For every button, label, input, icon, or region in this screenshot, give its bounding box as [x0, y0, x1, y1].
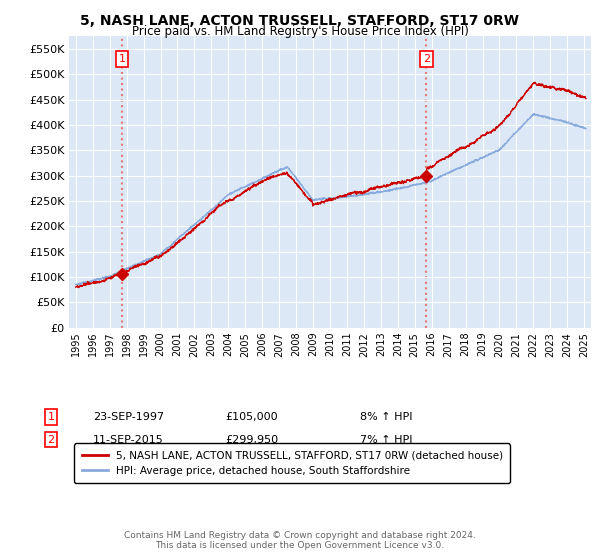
Text: Contains HM Land Registry data © Crown copyright and database right 2024.
This d: Contains HM Land Registry data © Crown c… — [124, 530, 476, 550]
Text: 2: 2 — [47, 435, 55, 445]
Text: 11-SEP-2015: 11-SEP-2015 — [93, 435, 164, 445]
Text: 5, NASH LANE, ACTON TRUSSELL, STAFFORD, ST17 0RW: 5, NASH LANE, ACTON TRUSSELL, STAFFORD, … — [80, 14, 520, 28]
Legend: 5, NASH LANE, ACTON TRUSSELL, STAFFORD, ST17 0RW (detached house), HPI: Average : 5, NASH LANE, ACTON TRUSSELL, STAFFORD, … — [74, 444, 510, 483]
Text: 7% ↑ HPI: 7% ↑ HPI — [360, 435, 413, 445]
Text: 1: 1 — [47, 412, 55, 422]
Text: Price paid vs. HM Land Registry's House Price Index (HPI): Price paid vs. HM Land Registry's House … — [131, 25, 469, 38]
Text: 2: 2 — [423, 54, 430, 64]
Text: 23-SEP-1997: 23-SEP-1997 — [93, 412, 164, 422]
Text: 8% ↑ HPI: 8% ↑ HPI — [360, 412, 413, 422]
Text: £105,000: £105,000 — [225, 412, 278, 422]
Text: 1: 1 — [118, 54, 125, 64]
Text: £299,950: £299,950 — [225, 435, 278, 445]
